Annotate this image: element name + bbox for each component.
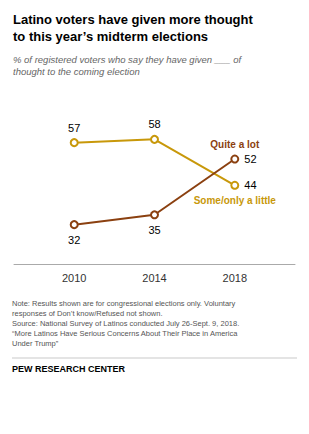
svg-text:2010: 2010 — [62, 272, 86, 284]
svg-text:Quite a lot: Quite a lot — [210, 139, 260, 150]
svg-text:“More Latinos Have Serious Con: “More Latinos Have Serious Concerns Abou… — [12, 329, 238, 338]
svg-text:35: 35 — [148, 224, 160, 236]
svg-text:Some/only a little: Some/only a little — [194, 195, 277, 206]
svg-text:57: 57 — [68, 122, 80, 134]
svg-text:2014: 2014 — [142, 272, 166, 284]
svg-text:Note: Results shown are for co: Note: Results shown are for congressiona… — [12, 299, 236, 308]
svg-text:to this year’s midterm electio: to this year’s midterm elections — [13, 29, 208, 44]
svg-text:58: 58 — [148, 118, 160, 130]
svg-text:responses of Don’t know/Refuse: responses of Don’t know/Refused not show… — [12, 309, 163, 318]
svg-text:% of registered voters who say: % of registered voters who say they have… — [13, 54, 242, 65]
svg-text:Source: National Survey of Lat: Source: National Survey of Latinos condu… — [12, 319, 239, 328]
svg-text:44: 44 — [244, 179, 256, 191]
svg-text:Latino voters have given more: Latino voters have given more thought — [13, 12, 253, 27]
svg-text:thought to the coming election: thought to the coming election — [13, 66, 140, 77]
svg-text:Under Trump”: Under Trump” — [12, 339, 59, 348]
svg-text:PEW RESEARCH CENTER: PEW RESEARCH CENTER — [12, 364, 126, 374]
svg-text:32: 32 — [68, 234, 80, 246]
svg-text:52: 52 — [244, 153, 256, 165]
svg-text:2018: 2018 — [223, 272, 247, 284]
